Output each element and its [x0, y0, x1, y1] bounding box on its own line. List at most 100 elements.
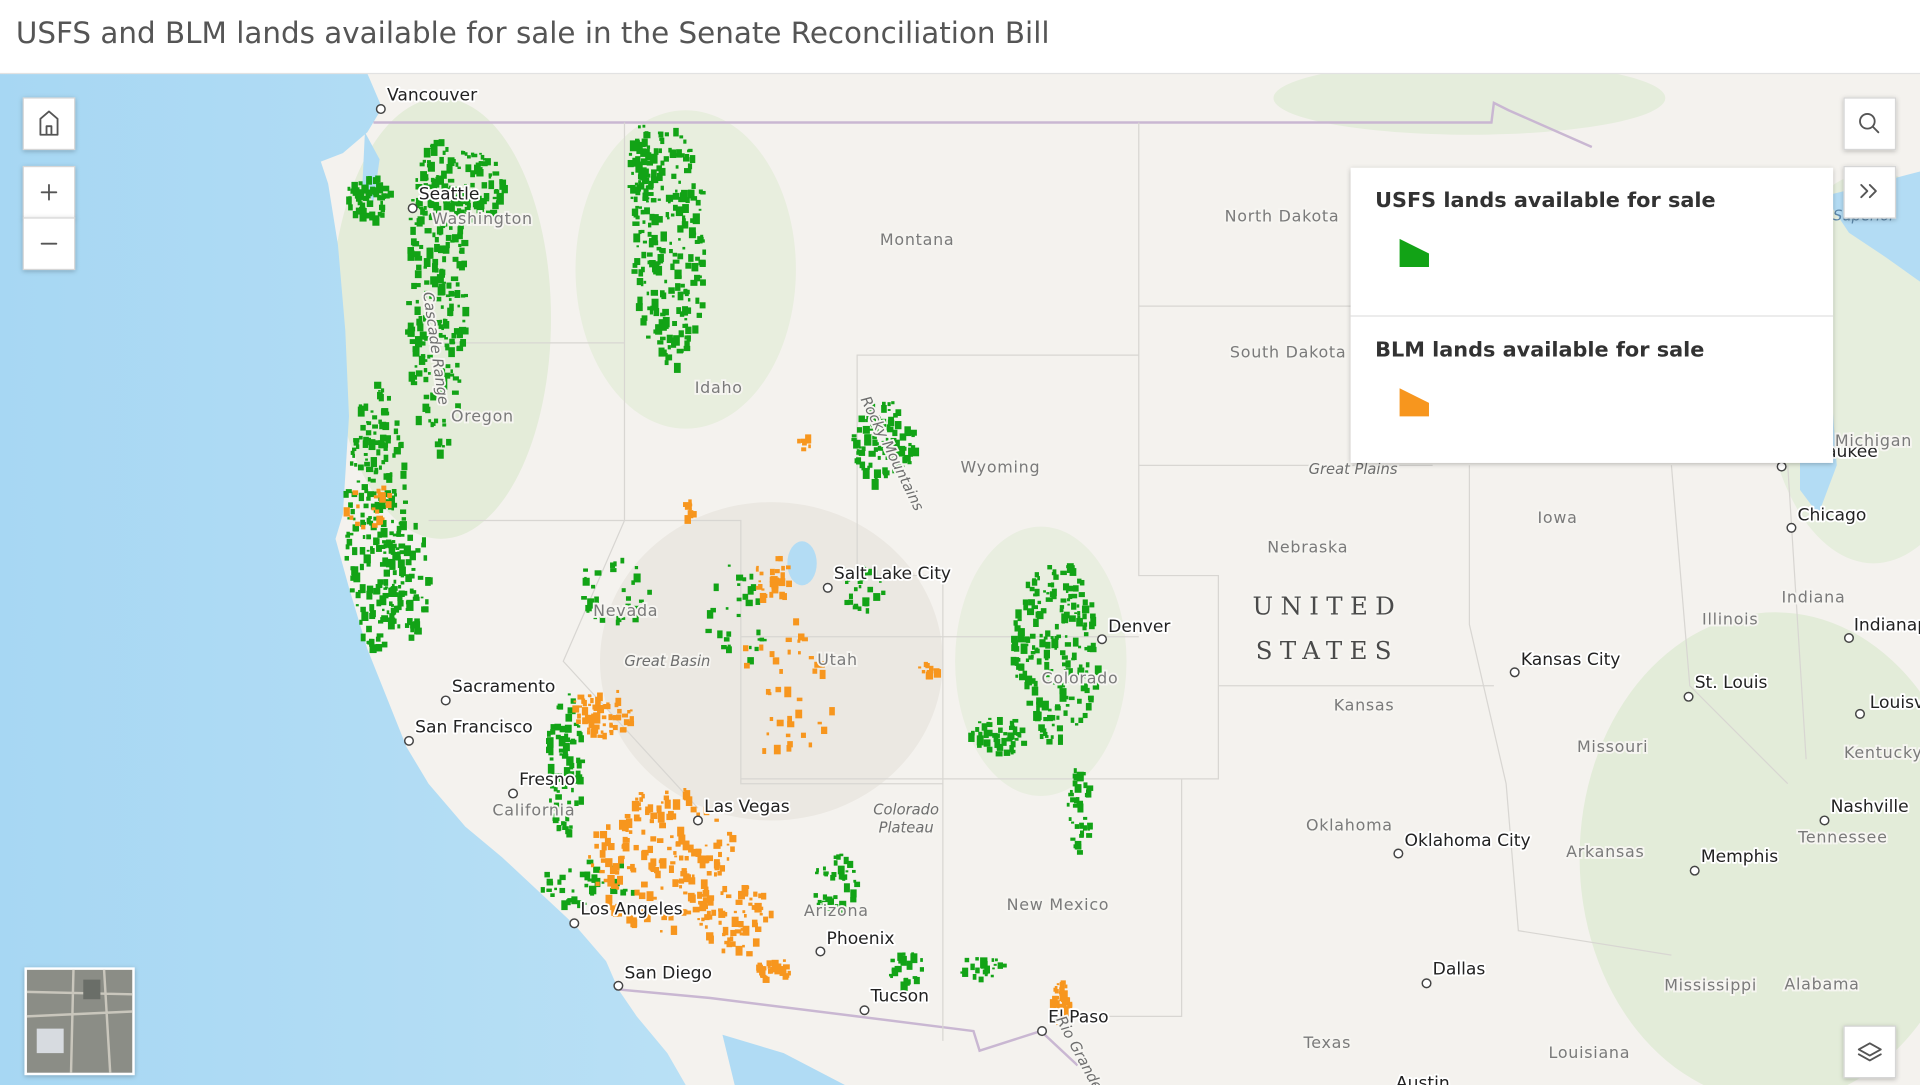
land-patch	[1023, 603, 1029, 611]
land-patch	[423, 394, 430, 400]
zoom-out-button[interactable]	[22, 217, 76, 271]
land-patch	[1014, 660, 1019, 666]
land-patch	[597, 704, 605, 714]
land-patch	[680, 871, 686, 877]
land-patch	[1072, 803, 1079, 808]
land-patch	[756, 629, 761, 636]
land-patch	[609, 730, 614, 736]
search-button[interactable]	[1843, 97, 1897, 151]
land-patch	[486, 210, 492, 219]
land-patch	[633, 844, 639, 851]
land-patch	[657, 254, 664, 262]
land-patch	[640, 318, 647, 326]
land-patch	[775, 686, 782, 693]
button-bg[interactable]	[1843, 1025, 1897, 1079]
land-patch	[627, 720, 635, 727]
land-patch	[711, 909, 717, 916]
land-patch	[366, 585, 374, 594]
land-patch	[812, 668, 818, 674]
plus-icon[interactable]	[40, 184, 58, 201]
city-label: Louisville	[1870, 693, 1920, 713]
land-patch	[891, 447, 899, 457]
land-patch	[816, 902, 821, 906]
land-patch	[980, 957, 988, 968]
ocean	[0, 73, 686, 1085]
land-patch	[737, 583, 741, 586]
home-icon[interactable]	[39, 110, 59, 136]
land-patch	[558, 748, 566, 753]
land-patch	[450, 239, 455, 243]
land-patch	[1056, 1007, 1062, 1012]
land-patch	[390, 559, 396, 564]
thumbnail-building[interactable]	[83, 979, 101, 1000]
land-patch	[440, 305, 444, 309]
land-patch	[1064, 675, 1071, 683]
land-patch	[448, 290, 455, 297]
land-patch	[352, 517, 356, 521]
search-icon-handle[interactable]	[1871, 125, 1880, 134]
land-patch	[678, 180, 681, 184]
land-patch	[699, 922, 703, 926]
land-patch	[661, 914, 667, 921]
land-patch	[577, 732, 583, 736]
land-patch	[1038, 724, 1045, 731]
land-patch	[1034, 648, 1040, 654]
land-patch	[647, 845, 654, 854]
land-patch	[390, 607, 397, 615]
thumbnail-building[interactable]	[36, 1028, 64, 1054]
land-patch	[366, 466, 374, 473]
land-patch	[456, 329, 463, 339]
search-icon[interactable]	[1859, 113, 1876, 130]
land-patch	[655, 265, 663, 276]
land-patch	[741, 884, 749, 895]
land-patch	[736, 613, 741, 618]
land-patch	[702, 890, 710, 897]
layers-icon[interactable]	[1857, 1042, 1882, 1062]
button-bg[interactable]	[1843, 165, 1897, 219]
land-patch	[363, 503, 369, 509]
land-patch	[685, 197, 690, 204]
land-patch	[1056, 715, 1060, 720]
land-patch	[672, 799, 681, 810]
land-patch	[379, 434, 387, 442]
thumbnail-image[interactable]	[26, 969, 133, 1073]
land-patch	[448, 347, 455, 358]
land-patch	[600, 858, 606, 863]
land-patch	[615, 903, 622, 913]
button-bg[interactable]	[22, 97, 76, 151]
land-patch	[1062, 662, 1068, 667]
basemap-toggle[interactable]	[24, 967, 135, 1076]
home-button[interactable]	[22, 97, 76, 151]
land-patch	[380, 200, 384, 205]
land-patch	[787, 741, 793, 748]
button-bg[interactable]	[1843, 97, 1897, 151]
land-patch	[1054, 986, 1058, 991]
land-patch	[771, 586, 779, 594]
land-patch	[424, 295, 427, 298]
land-patch	[865, 569, 872, 576]
land-patch	[762, 976, 770, 983]
expand-button[interactable]	[1843, 165, 1897, 219]
zoom-in-button[interactable]	[22, 165, 76, 219]
land-patch	[921, 669, 926, 674]
land-patch	[613, 911, 619, 917]
city-label: St. Louis	[1695, 673, 1768, 693]
land-patch	[631, 800, 640, 812]
land-patch	[461, 239, 469, 247]
land-patch	[437, 286, 445, 296]
layers-button[interactable]	[1843, 1025, 1897, 1079]
land-patch	[447, 205, 452, 209]
land-patch	[1061, 996, 1065, 1001]
land-patch	[1010, 749, 1016, 754]
land-patch	[888, 454, 893, 459]
land-patch	[419, 244, 424, 249]
land-patch	[445, 294, 451, 298]
expand-icon[interactable]	[1860, 184, 1877, 199]
thumbnail-roads[interactable]	[26, 969, 133, 1073]
land-patch	[587, 878, 593, 882]
land-patch	[1033, 710, 1041, 721]
land-patch	[1079, 579, 1085, 586]
city-dot	[815, 946, 826, 957]
land-patch	[742, 593, 749, 600]
land-patch	[664, 279, 668, 284]
